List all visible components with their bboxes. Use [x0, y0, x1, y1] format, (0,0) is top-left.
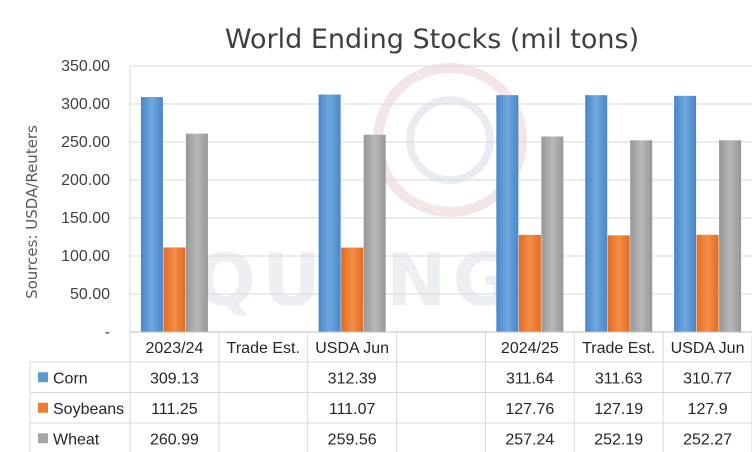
bar-wheat — [719, 140, 742, 332]
data-label: 311.63 — [595, 370, 643, 387]
legend-key-corn — [38, 372, 48, 383]
bar-wheat — [541, 136, 564, 332]
y-tick-label: - — [105, 324, 110, 341]
bar-corn — [318, 94, 341, 332]
y-tick-label: 50.00 — [70, 286, 110, 303]
y-tick-label: 100.00 — [61, 248, 110, 265]
data-label: 252.19 — [594, 431, 643, 448]
data-label: 312.39 — [328, 370, 377, 387]
data-label: 127.76 — [505, 401, 554, 418]
data-label: 252.27 — [683, 431, 732, 448]
bar-corn — [496, 95, 519, 333]
legend-label: Wheat — [53, 431, 100, 448]
bar-corn — [585, 95, 608, 333]
bar-soybeans — [518, 234, 541, 332]
x-tick-label: Trade Est. — [582, 340, 655, 357]
bars — [140, 94, 742, 333]
bar-soybeans — [341, 247, 364, 332]
x-tick-label: Trade Est. — [227, 340, 300, 357]
bar-wheat — [630, 140, 653, 332]
data-label: 309.13 — [150, 370, 199, 387]
data-label: 310.77 — [683, 370, 732, 387]
watermark-logo-ring-inner — [406, 96, 494, 184]
bar-wheat — [185, 133, 208, 332]
legend-key-wheat — [38, 433, 48, 444]
bar-soybeans — [607, 235, 630, 332]
bar-wheat — [363, 134, 386, 332]
y-axis-label: Sources: USDA/Reuters — [23, 125, 41, 299]
bar-corn — [674, 95, 697, 333]
data-label: 111.25 — [151, 401, 198, 418]
bar-soybeans — [696, 234, 719, 332]
y-tick-label: 200.00 — [61, 172, 110, 189]
y-tick-label: 150.00 — [61, 210, 110, 227]
data-label: 311.64 — [506, 370, 554, 387]
x-tick-label: 2024/25 — [501, 340, 559, 357]
y-tick-labels: - 50.00 100.00 150.00 200.00 250.00 300.00 350.… — [61, 58, 110, 341]
data-label: 257.24 — [505, 431, 554, 448]
data-table: 2023/24 Trade Est. USDA Jun 2024/25 Trade Es… — [29, 66, 752, 452]
legend-label: Soybeans — [53, 401, 124, 418]
legend-key-soybeans — [38, 402, 48, 413]
y-tick-label: 250.00 — [61, 134, 110, 151]
data-label: 259.56 — [328, 431, 377, 448]
y-tick-label: 350.00 — [61, 58, 110, 75]
legend-label: Corn — [53, 370, 88, 387]
bar-corn — [140, 97, 163, 332]
data-label: 111.07 — [329, 401, 376, 418]
x-tick-label: 2023/24 — [146, 340, 204, 357]
data-label: 260.99 — [150, 431, 199, 448]
data-label: 127.9 — [688, 401, 728, 418]
y-tick-label: 300.00 — [61, 96, 110, 113]
data-label: 127.19 — [594, 401, 643, 418]
x-tick-label: USDA Jun — [671, 340, 745, 357]
bar-soybeans — [163, 247, 186, 332]
chart-title: World Ending Stocks (mil tons) — [225, 24, 639, 55]
x-tick-label: USDA Jun — [315, 340, 389, 357]
